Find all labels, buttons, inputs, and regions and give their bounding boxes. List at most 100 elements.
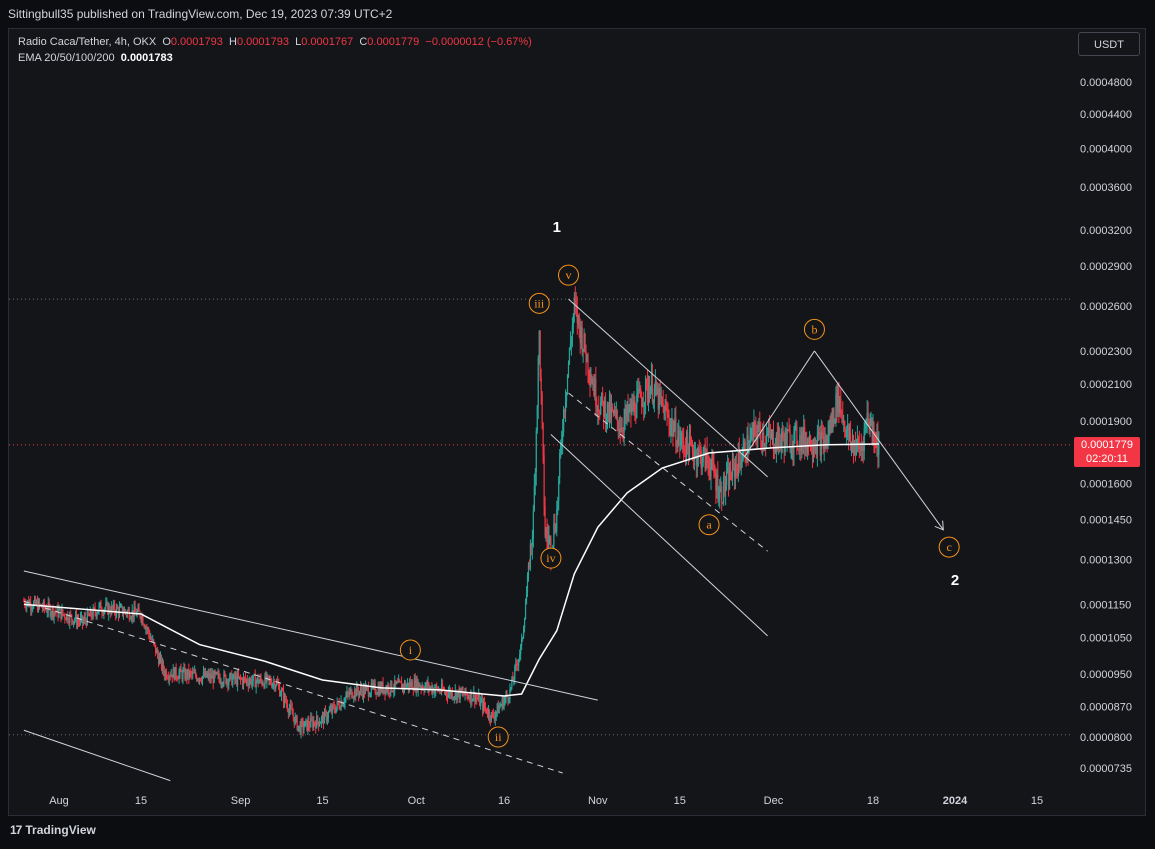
x-tick-label: 16 xyxy=(498,795,510,807)
candle-body xyxy=(104,608,106,611)
candle-body xyxy=(737,449,739,476)
ema-legend[interactable]: EMA 20/50/100/200 0.0001783 xyxy=(18,52,173,64)
candle-body xyxy=(494,714,496,720)
candle-body xyxy=(130,617,132,619)
candle-body xyxy=(727,467,730,489)
candle-body xyxy=(801,430,803,452)
candle-body xyxy=(502,698,504,708)
candle-body xyxy=(120,605,123,607)
y-tick-label: 0.0002900 xyxy=(1080,261,1132,273)
candle-body xyxy=(86,611,88,625)
chart-frame[interactable] xyxy=(8,28,1146,816)
candle-body xyxy=(646,381,649,398)
currency-button[interactable]: USDT xyxy=(1078,32,1140,56)
candle-body xyxy=(567,363,570,375)
candle-body xyxy=(378,687,380,695)
candle-body xyxy=(820,431,822,456)
candle-body xyxy=(119,606,122,608)
candle-body xyxy=(153,639,155,643)
candle-body xyxy=(170,674,172,677)
candle-body xyxy=(449,689,451,696)
candle-body xyxy=(635,416,637,418)
candle-body xyxy=(451,691,453,699)
candle-body xyxy=(386,687,388,691)
candle-body xyxy=(588,372,590,377)
candle-body xyxy=(558,477,560,502)
candle-body xyxy=(549,538,551,540)
candle-body xyxy=(664,405,666,420)
candle-body xyxy=(279,694,282,696)
candle-body xyxy=(400,682,403,690)
candle-body xyxy=(342,704,344,707)
footer-brand[interactable]: 17 TradingView xyxy=(10,823,96,837)
candle-body xyxy=(856,437,858,448)
candle-body xyxy=(191,672,193,675)
candle-body xyxy=(503,700,505,708)
candle-body xyxy=(335,706,337,713)
candle-body xyxy=(407,682,410,689)
candle-body xyxy=(678,430,680,437)
candle-body xyxy=(535,431,537,473)
candle-body xyxy=(102,612,104,615)
candle-body xyxy=(207,673,209,676)
candle-body xyxy=(559,453,561,478)
candle-body xyxy=(469,697,471,702)
candle-body xyxy=(716,473,718,491)
top-bar: Sittingbull35 published on TradingView.c… xyxy=(0,0,1155,28)
candle-body xyxy=(790,451,792,453)
candle-body xyxy=(543,455,545,506)
candle-body xyxy=(864,422,866,429)
candle-body xyxy=(305,719,307,722)
candle-body xyxy=(679,430,681,446)
candle-body xyxy=(58,610,60,617)
candle-body xyxy=(660,396,662,398)
candle-body xyxy=(300,721,302,734)
candle-body xyxy=(828,425,830,435)
candle-body xyxy=(616,411,618,421)
candle-body xyxy=(415,678,417,691)
candle-body xyxy=(43,601,45,608)
candle-body xyxy=(569,344,572,349)
candle-body xyxy=(99,602,101,606)
candle-body xyxy=(649,387,652,399)
x-tick-label: Nov xyxy=(588,795,608,807)
candle-body xyxy=(330,708,332,713)
candle-body xyxy=(654,381,656,389)
candle-body xyxy=(657,389,659,410)
candle-body xyxy=(510,687,512,690)
candle-body xyxy=(360,687,363,691)
candle-body xyxy=(802,430,804,445)
candle-body xyxy=(492,713,494,717)
close-value: 0.0001779 xyxy=(367,36,420,48)
candle-body xyxy=(607,402,610,419)
candle-body xyxy=(479,694,481,706)
candle-body xyxy=(704,446,706,469)
candle-body xyxy=(232,678,234,685)
candle-body xyxy=(548,538,550,544)
wave-label-major: 2 xyxy=(951,572,959,589)
candle-body xyxy=(236,676,238,685)
candle-body xyxy=(459,688,461,699)
candle-body xyxy=(475,697,477,703)
candle-body xyxy=(317,716,319,722)
candle-body xyxy=(759,422,761,430)
tradingview-logo-icon: 17 xyxy=(10,823,22,837)
candle-body xyxy=(172,668,174,678)
candle-body xyxy=(181,671,183,680)
candle-body xyxy=(500,705,502,707)
symbol-title[interactable]: Radio Caca/Tether, 4h, OKX xyxy=(18,36,157,48)
candle-body xyxy=(157,655,160,665)
candle-body xyxy=(845,430,847,438)
candle-body xyxy=(80,615,83,618)
candle-body xyxy=(175,666,177,678)
candle-body xyxy=(842,414,844,422)
candle-body xyxy=(434,690,436,694)
candle-body xyxy=(45,608,47,612)
candle-body xyxy=(589,376,591,384)
candle-body xyxy=(456,692,458,700)
candle-body xyxy=(460,688,462,693)
candle-body xyxy=(55,611,57,613)
candle-body xyxy=(443,690,446,693)
candle-body xyxy=(462,691,464,695)
